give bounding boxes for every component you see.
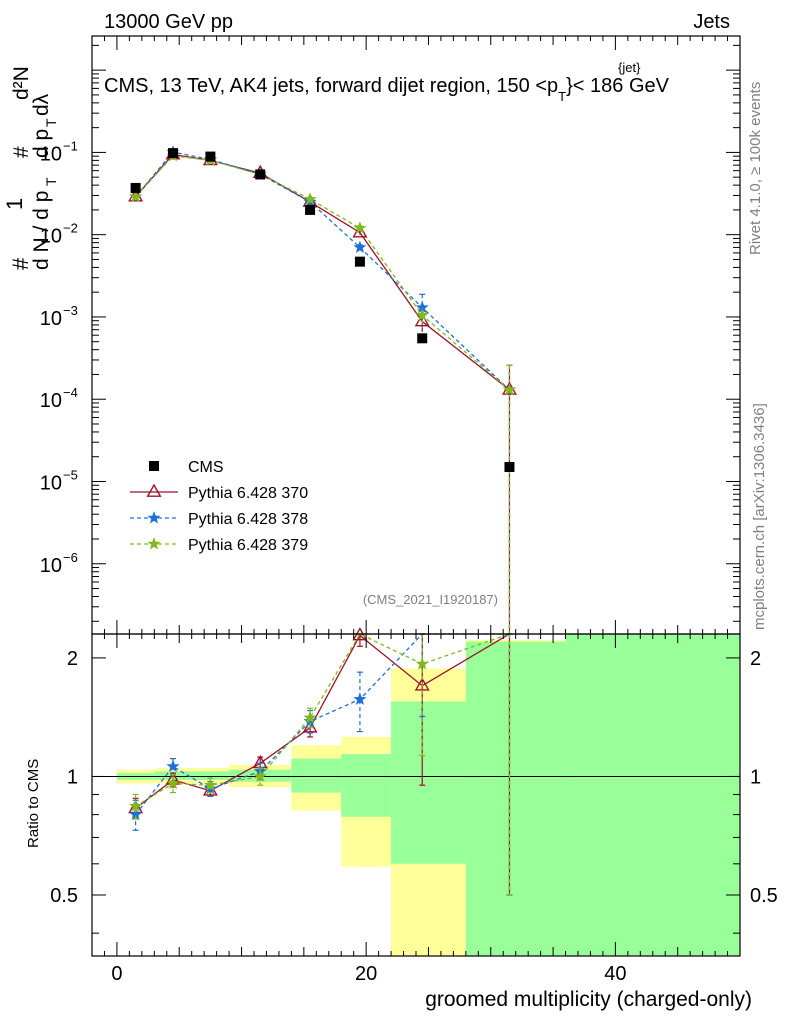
ratio-point-2-5 bbox=[353, 692, 367, 705]
y-tick-label-ratio-r-1: 1 bbox=[750, 766, 761, 788]
ratio-point-3-1 bbox=[166, 776, 180, 789]
x-tick-label-1: 20 bbox=[355, 963, 377, 985]
y-tick-exp-main-3: −4 bbox=[63, 385, 78, 400]
legend-marker-0 bbox=[149, 461, 159, 471]
svg-text:CMS, 13 TeV, AK4 jets, forward: CMS, 13 TeV, AK4 jets, forward dijet reg… bbox=[104, 75, 670, 104]
legend-label-3: Pythia 6.428 379 bbox=[188, 537, 308, 554]
y-tick-label-main-2: 10 bbox=[40, 308, 62, 330]
y-label-den: d N / d p bbox=[30, 191, 53, 270]
title-suffix: }< 186 GeV bbox=[566, 75, 670, 97]
legend-marker-1 bbox=[146, 483, 162, 497]
legend-label-2: Pythia 6.428 378 bbox=[188, 511, 308, 528]
y-tick-exp-main-4: −5 bbox=[63, 467, 78, 482]
ratio-point-3-0 bbox=[129, 799, 143, 812]
main-plot bbox=[128, 145, 517, 634]
y-label-frac2-num: d²N bbox=[10, 66, 33, 100]
main-point-3-7 bbox=[502, 382, 516, 396]
legend-label-1: Pythia 6.428 370 bbox=[188, 485, 308, 502]
watermark: (CMS_2021_I1920187) bbox=[363, 592, 498, 607]
band-green-4 bbox=[291, 758, 342, 793]
y-tick-label-ratio-1: 1 bbox=[67, 766, 78, 788]
y-tick-label-ratio-2: 0.5 bbox=[50, 885, 78, 907]
y-label-frac2-den: d p bbox=[30, 129, 53, 158]
main-point-3-4 bbox=[303, 192, 317, 205]
cms-point-6 bbox=[417, 333, 428, 344]
x-axis-label: groomed multiplicity (charged-only) bbox=[425, 988, 752, 1011]
ratio-point-2-1 bbox=[166, 759, 180, 773]
y-label-one: 1 bbox=[2, 198, 27, 210]
main-point-2-5 bbox=[353, 240, 367, 253]
y-label-hash: # bbox=[8, 257, 33, 270]
legend-label-0: CMS bbox=[188, 459, 224, 476]
cms-point-7 bbox=[504, 461, 515, 472]
ratio-point-1-6 bbox=[414, 677, 430, 691]
cms-point-0 bbox=[130, 182, 141, 193]
ratio-point-3-6 bbox=[415, 657, 429, 670]
title-sup: {jet} bbox=[618, 60, 641, 75]
cms-point-4 bbox=[305, 204, 316, 215]
y-label-frac2-den-tail: dλ bbox=[30, 93, 53, 116]
band-green-6 bbox=[391, 701, 466, 864]
y-tick-exp-main-5: −6 bbox=[63, 550, 78, 565]
y-tick-label-ratio-0: 2 bbox=[67, 648, 78, 670]
ratio-point-3-2 bbox=[203, 778, 217, 791]
y-tick-exp-main-1: −2 bbox=[63, 221, 78, 236]
ratio-y-label: Ratio to CMS bbox=[25, 759, 42, 848]
ratio-point-3-4 bbox=[303, 710, 317, 724]
cms-point-3 bbox=[255, 169, 266, 180]
ratio-point-3-3 bbox=[253, 769, 267, 782]
x-tick-label-0: 0 bbox=[111, 963, 122, 985]
main-point-3-6 bbox=[415, 308, 429, 321]
y-tick-label-main-1: 10 bbox=[40, 226, 62, 248]
ratio-bands bbox=[116, 634, 740, 956]
band-green-2 bbox=[191, 771, 230, 780]
y-tick-exp-main-0: −1 bbox=[63, 138, 78, 153]
main-point-3-5 bbox=[353, 221, 367, 234]
band-green-7 bbox=[465, 641, 566, 956]
legend-marker-3 bbox=[147, 537, 161, 550]
band-green-5 bbox=[341, 754, 392, 817]
y-label-hash2: # bbox=[10, 146, 33, 158]
legend-marker-2 bbox=[147, 511, 161, 524]
cms-point-1 bbox=[168, 148, 178, 159]
main-point-3-0 bbox=[129, 189, 143, 203]
main-line-1 bbox=[135, 153, 510, 391]
x-tick-label-2: 40 bbox=[604, 963, 626, 985]
y-tick-label-main-0: 10 bbox=[40, 143, 62, 165]
cms-point-5 bbox=[354, 256, 365, 267]
band-green-8 bbox=[565, 634, 740, 956]
y-label-den-sub: T bbox=[43, 177, 59, 186]
title-prefix: CMS, 13 TeV, AK4 jets, forward dijet reg… bbox=[104, 75, 558, 97]
side-label-top: Rivet 4.1.0, ≥ 100k events bbox=[747, 82, 764, 255]
y-tick-label-main-3: 10 bbox=[40, 390, 62, 412]
main-line-3 bbox=[135, 155, 510, 391]
plot-title: CMS, 13 TeV, AK4 jets, forward dijet reg… bbox=[104, 60, 670, 104]
cms-point-2 bbox=[205, 151, 216, 162]
y-tick-label-main-4: 10 bbox=[40, 472, 62, 494]
side-label-bottom: mcplots.cern.ch [arXiv:1306.3436] bbox=[751, 403, 768, 630]
y-tick-label-ratio-r-0: 2 bbox=[750, 648, 761, 670]
main-line-2 bbox=[135, 151, 510, 391]
header-right: Jets bbox=[693, 11, 730, 33]
main-y-label: # 1 d N / d p T # d p T dλ d²N bbox=[2, 66, 59, 270]
header-left: 13000 GeV pp bbox=[104, 11, 233, 33]
ratio-line-1 bbox=[135, 633, 510, 809]
ratio-plot bbox=[92, 627, 740, 896]
y-tick-exp-main-2: −3 bbox=[63, 303, 78, 318]
legend: CMS Pythia 6.428 370 Pythia 6.428 378 Pythi… bbox=[130, 459, 308, 554]
ratio-line-3 bbox=[135, 633, 510, 807]
y-tick-label-ratio-r-2: 0.5 bbox=[750, 885, 778, 907]
y-tick-label-main-5: 10 bbox=[40, 555, 62, 577]
title-sub: T bbox=[558, 89, 566, 104]
y-label-frac2-den-sub: T bbox=[43, 118, 59, 127]
